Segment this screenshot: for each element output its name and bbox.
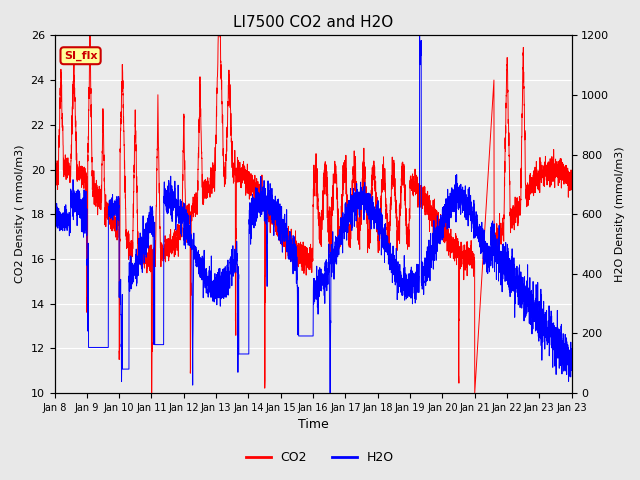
Y-axis label: CO2 Density ( mmol/m3): CO2 Density ( mmol/m3)	[15, 145, 25, 284]
X-axis label: Time: Time	[298, 419, 328, 432]
Y-axis label: H2O Density (mmol/m3): H2O Density (mmol/m3)	[615, 146, 625, 282]
Legend: CO2, H2O: CO2, H2O	[241, 446, 399, 469]
Title: LI7500 CO2 and H2O: LI7500 CO2 and H2O	[233, 15, 393, 30]
Text: SI_flx: SI_flx	[64, 50, 97, 61]
